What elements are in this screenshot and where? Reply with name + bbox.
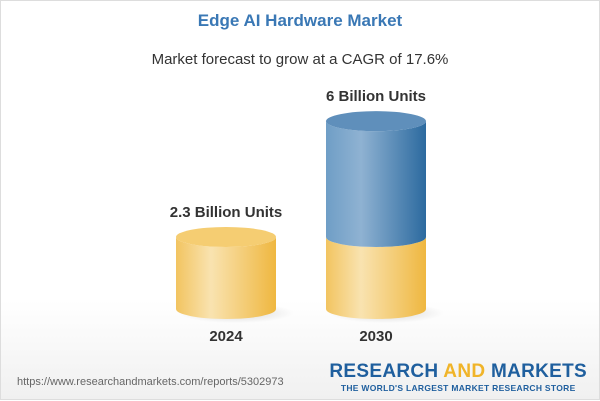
data-label: 6 Billion Units [326,88,426,105]
source-url[interactable]: https://www.researchandmarkets.com/repor… [17,376,284,388]
category-label: 2030 [359,328,392,345]
data-label: 2.3 Billion Units [170,204,283,221]
cylinder-base-segment [176,237,276,319]
cylinder-growth-segment [326,121,426,247]
category-label: 2024 [209,328,243,345]
research-and-markets-logo: RESEARCH AND MARKETS THE WORLD'S LARGEST… [329,361,587,393]
cylinder-top [176,227,276,247]
cylinder-top [326,111,426,132]
chart-subtitle: Market forecast to grow at a CAGR of 17.… [151,51,449,68]
chart-title: Edge AI Hardware Market [197,11,403,30]
cylinder-base-segment [326,237,426,319]
